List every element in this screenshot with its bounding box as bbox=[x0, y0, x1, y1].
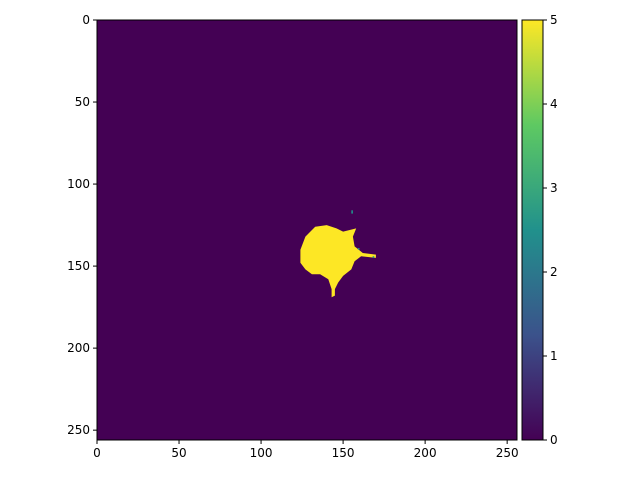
colorbar-tick-label: 0 bbox=[550, 433, 558, 447]
y-tick-label: 100 bbox=[67, 177, 90, 191]
heatmap-frame bbox=[96, 19, 518, 441]
heatmap-region bbox=[300, 225, 376, 298]
colorbar: 0 1 2 3 4 5 bbox=[521, 13, 558, 447]
heatmap-background bbox=[97, 20, 517, 440]
x-tick-label: 200 bbox=[414, 446, 437, 460]
x-tick-label: 50 bbox=[171, 446, 186, 460]
y-tick-label: 50 bbox=[75, 95, 90, 109]
colorbar-tick-label: 4 bbox=[550, 97, 558, 111]
colorbar-tick-label: 2 bbox=[550, 265, 558, 279]
y-tick-label: 150 bbox=[67, 259, 90, 273]
x-axis-ticks: 0 50 100 150 200 250 bbox=[93, 440, 519, 460]
colorbar-tick-label: 5 bbox=[550, 13, 558, 27]
x-tick-label: 100 bbox=[250, 446, 273, 460]
colorbar-tick-label: 3 bbox=[550, 181, 558, 195]
colorbar-ticks: 0 1 2 3 4 5 bbox=[543, 13, 558, 447]
heatmap-speckle bbox=[357, 248, 360, 250]
heatmap-speckle bbox=[351, 211, 353, 214]
x-tick-label: 250 bbox=[496, 446, 519, 460]
heatmap-speckle bbox=[372, 256, 375, 258]
y-tick-label: 0 bbox=[82, 13, 90, 27]
heatmap-regions bbox=[300, 225, 376, 298]
x-tick-label: 0 bbox=[93, 446, 101, 460]
y-tick-label: 200 bbox=[67, 341, 90, 355]
heatmap-axes: 0 50 100 150 200 250 0 50 100 150 200 250 bbox=[67, 13, 519, 460]
y-tick-label: 250 bbox=[67, 423, 90, 437]
colorbar-tick-label: 1 bbox=[550, 349, 558, 363]
x-tick-label: 150 bbox=[332, 446, 355, 460]
colorbar-gradient bbox=[522, 20, 543, 440]
y-axis-ticks: 0 50 100 150 200 250 bbox=[67, 13, 97, 437]
colorbar-frame bbox=[521, 19, 544, 441]
heatmap-speckle bbox=[351, 210, 353, 212]
heatmap-speckles bbox=[351, 210, 375, 258]
